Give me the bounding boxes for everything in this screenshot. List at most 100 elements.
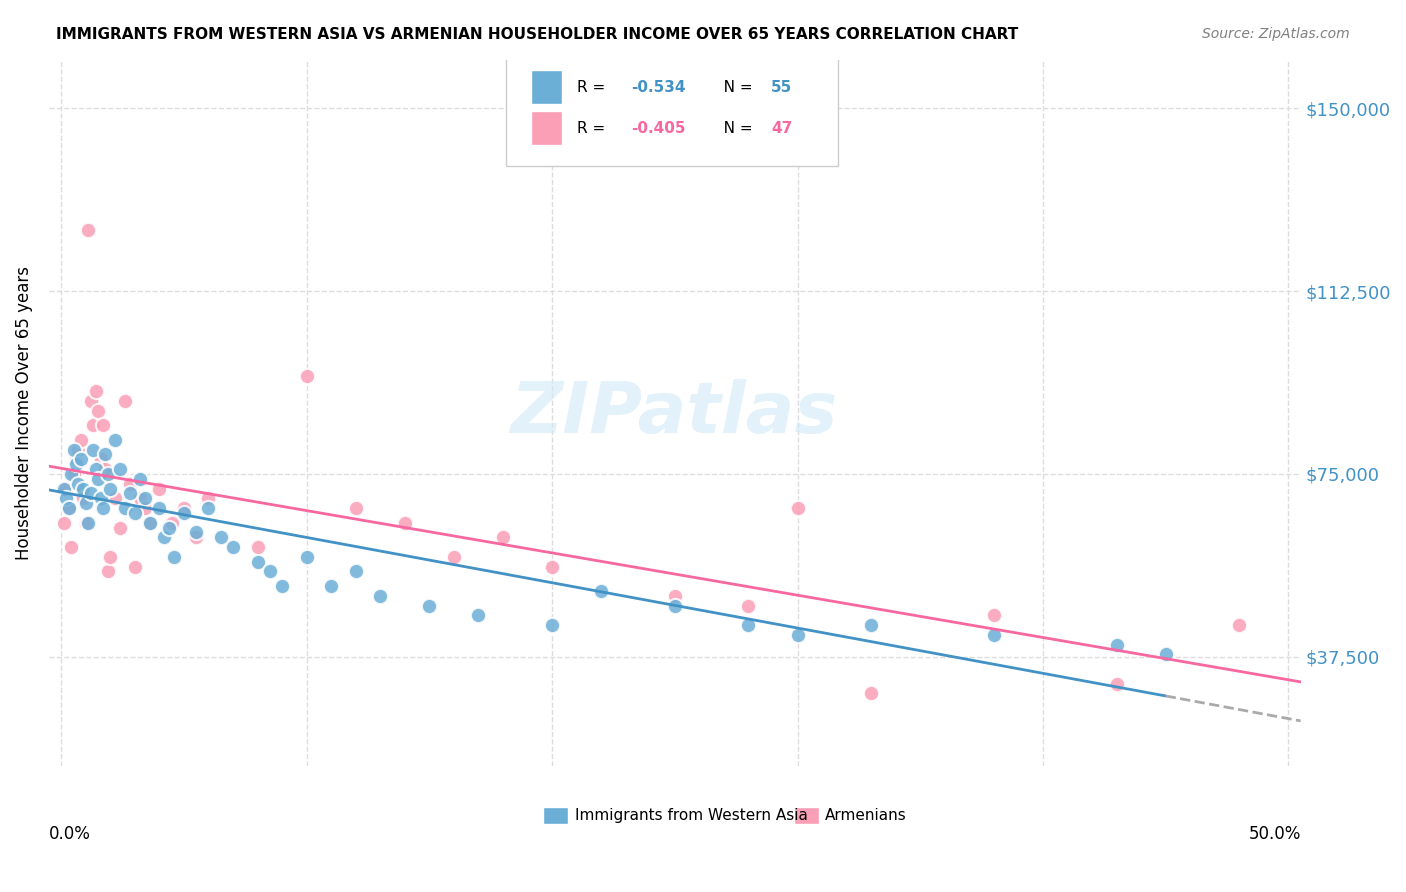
Point — [118, 486, 141, 500]
Point — [94, 448, 117, 462]
Point — [1227, 618, 1250, 632]
Point — [55, 482, 77, 496]
Point — [104, 491, 127, 506]
Point — [246, 540, 269, 554]
Point — [128, 472, 150, 486]
FancyBboxPatch shape — [531, 112, 562, 145]
Point — [84, 462, 107, 476]
Point — [108, 520, 131, 534]
Point — [134, 491, 156, 506]
Point — [737, 618, 759, 632]
Point — [344, 565, 367, 579]
Point — [82, 442, 104, 457]
Point — [418, 599, 440, 613]
Point — [786, 501, 808, 516]
Point — [271, 579, 294, 593]
Point — [94, 462, 117, 476]
Text: R =: R = — [578, 120, 610, 136]
Point — [70, 452, 93, 467]
Point — [67, 442, 90, 457]
Point — [591, 584, 613, 599]
Point — [87, 403, 110, 417]
Point — [737, 599, 759, 613]
Point — [91, 418, 114, 433]
Point — [52, 516, 75, 530]
Point — [70, 433, 93, 447]
Point — [97, 467, 120, 481]
Point — [368, 589, 391, 603]
Point — [82, 418, 104, 433]
Point — [91, 501, 114, 516]
Point — [492, 530, 515, 544]
FancyBboxPatch shape — [506, 56, 838, 166]
Point — [860, 686, 883, 700]
Point — [664, 589, 686, 603]
Point — [148, 501, 170, 516]
Point — [77, 223, 100, 237]
Point — [163, 549, 186, 564]
Text: ZIPatlas: ZIPatlas — [512, 378, 838, 448]
Point — [52, 482, 75, 496]
Point — [160, 516, 183, 530]
Point — [114, 501, 136, 516]
Text: IMMIGRANTS FROM WESTERN ASIA VS ARMENIAN HOUSEHOLDER INCOME OVER 65 YEARS CORREL: IMMIGRANTS FROM WESTERN ASIA VS ARMENIAN… — [56, 27, 1018, 42]
Text: -0.534: -0.534 — [631, 79, 686, 95]
Point — [80, 393, 103, 408]
Point — [1105, 638, 1128, 652]
Point — [153, 530, 176, 544]
Point — [467, 608, 489, 623]
Point — [55, 491, 77, 506]
Point — [541, 618, 564, 632]
FancyBboxPatch shape — [543, 806, 568, 824]
Point — [134, 501, 156, 516]
Text: N =: N = — [709, 120, 756, 136]
Point — [394, 516, 416, 530]
Point — [104, 433, 127, 447]
FancyBboxPatch shape — [794, 806, 818, 824]
Point — [108, 462, 131, 476]
Point — [321, 579, 343, 593]
Point — [148, 482, 170, 496]
Text: N =: N = — [709, 79, 756, 95]
Point — [58, 501, 80, 516]
Text: Source: ZipAtlas.com: Source: ZipAtlas.com — [1202, 27, 1350, 41]
Point — [138, 516, 160, 530]
Point — [75, 516, 97, 530]
Point — [62, 442, 84, 457]
Point — [77, 516, 100, 530]
Point — [89, 491, 111, 506]
Point — [67, 476, 90, 491]
Point — [84, 384, 107, 398]
Point — [209, 530, 232, 544]
Point — [1105, 676, 1128, 690]
Point — [786, 628, 808, 642]
Point — [124, 506, 146, 520]
Point — [222, 540, 245, 554]
Point — [295, 369, 318, 384]
Point — [65, 452, 87, 467]
Point — [157, 520, 180, 534]
Point — [138, 516, 160, 530]
Text: 55: 55 — [770, 79, 793, 95]
Point — [58, 501, 80, 516]
Text: 47: 47 — [770, 120, 793, 136]
Point — [541, 559, 564, 574]
Point — [60, 467, 83, 481]
Point — [173, 506, 195, 520]
Point — [983, 608, 1005, 623]
Text: 50.0%: 50.0% — [1249, 825, 1301, 843]
Point — [72, 482, 94, 496]
Point — [344, 501, 367, 516]
Point — [246, 555, 269, 569]
Text: Armenians: Armenians — [825, 808, 907, 823]
Point — [860, 618, 883, 632]
Text: Immigrants from Western Asia: Immigrants from Western Asia — [575, 808, 807, 823]
Point — [97, 565, 120, 579]
Point — [98, 549, 121, 564]
Point — [186, 530, 208, 544]
Point — [114, 393, 136, 408]
Point — [1154, 648, 1177, 662]
Y-axis label: Householder Income Over 65 years: Householder Income Over 65 years — [15, 266, 32, 560]
Point — [443, 549, 465, 564]
Point — [259, 565, 281, 579]
